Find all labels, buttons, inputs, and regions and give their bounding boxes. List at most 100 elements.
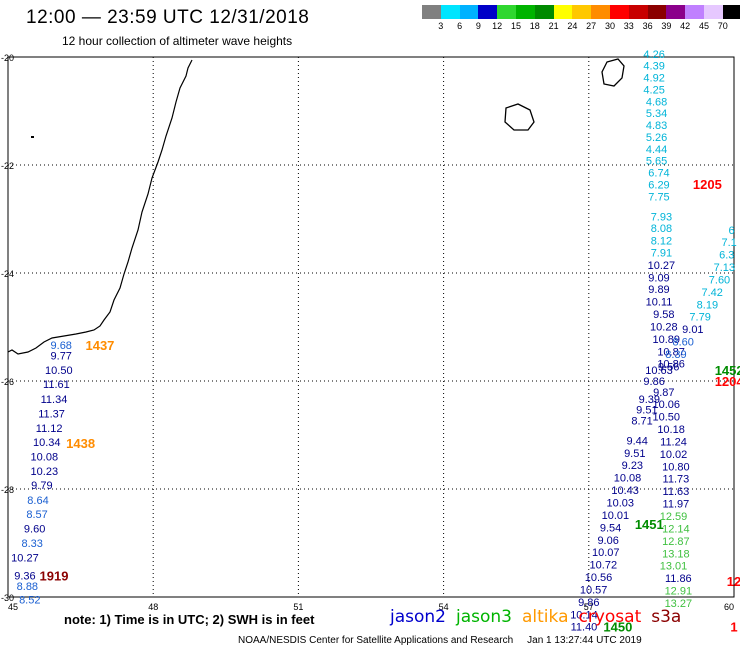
mission-legend: jason2 jason3 altika cryosat s3a — [390, 607, 691, 627]
swh-value-label: 10.27 — [11, 553, 39, 565]
swh-value-label: 10.63 — [645, 365, 673, 377]
color-swatch — [628, 5, 648, 19]
swh-value-label: 8.19 — [697, 299, 718, 311]
swh-value-label: 6.29 — [648, 179, 669, 191]
swh-value-label: 10.50 — [652, 412, 680, 424]
pass-time-labels: 1437 1438 1919 1205 14521204 1451 1450 12 1 — [40, 177, 740, 635]
map-frame — [7, 56, 735, 598]
pass-time-label: 1 — [730, 620, 737, 635]
swh-value-label: 10.86 — [657, 359, 685, 371]
color-swatch — [647, 5, 667, 19]
pass-time-label: 1437 — [85, 338, 114, 353]
swh-value-label: 12.14 — [662, 523, 690, 535]
color-swatch — [515, 5, 535, 19]
color-swatch — [478, 5, 498, 19]
swh-value-label: 9.09 — [648, 272, 669, 284]
swh-value-label: 10.50 — [45, 365, 73, 377]
longitude-tick-label: 60 — [724, 602, 734, 612]
color-swatch — [722, 5, 740, 19]
pass-time-label: 1438 — [66, 436, 95, 451]
swh-value-label: 7.1 — [722, 237, 737, 249]
swh-value-label: 5.34 — [646, 108, 667, 120]
color-scale-tick: 39 — [661, 21, 672, 31]
color-swatch — [422, 5, 441, 19]
color-scale-tick: 12 — [492, 21, 503, 31]
swh-value-label: 11.40 — [571, 622, 598, 634]
swh-value-label: 9.58 — [653, 309, 674, 321]
color-scale-tick: 15 — [510, 21, 522, 31]
color-swatch — [534, 5, 554, 19]
swh-value-label: 11.34 — [41, 394, 68, 406]
color-scale-tick: 36 — [642, 21, 653, 31]
swh-value-label: 8.39 — [665, 349, 686, 361]
longitude-tick-label: 51 — [293, 602, 303, 612]
swh-value-label: 4.44 — [646, 144, 667, 156]
swh-value-label: 6.3 — [719, 250, 734, 262]
swh-value-label: 12.87 — [662, 536, 690, 548]
swh-value-label: 10.08 — [31, 452, 59, 464]
swh-value-label: 10.43 — [611, 485, 639, 497]
color-scale-tick: 3 — [438, 21, 444, 31]
swh-value-label: 7.75 — [648, 191, 669, 203]
swh-value-label: 4.25 — [643, 84, 664, 96]
swh-value-label: 7.13 — [714, 262, 735, 274]
swh-value-label: 11.63 — [663, 486, 690, 498]
swh-value-label: 11.61 — [43, 379, 70, 391]
swh-value-label: 8.52 — [19, 595, 40, 607]
latitude-tick-label: -30 — [1, 593, 14, 603]
swh-value-label: 6.74 — [648, 168, 669, 180]
latitude-tick-label: -20 — [1, 53, 14, 63]
swh-value-label: 5.65 — [646, 156, 667, 168]
swh-value-label: 4.26 — [643, 49, 664, 61]
swh-value-label: 6 — [729, 225, 735, 237]
color-swatch — [609, 5, 629, 19]
map-border — [7, 56, 735, 598]
longitude-tick-label: 48 — [148, 602, 158, 612]
swh-value-label: 8.08 — [651, 223, 672, 235]
swh-value-label: 10.89 — [652, 334, 680, 346]
swh-value-label: 10.02 — [660, 449, 688, 461]
swh-value-label: 4.92 — [643, 73, 664, 85]
swh-value-label: 9.79 — [31, 480, 52, 492]
swh-value-label: 9.23 — [622, 460, 643, 472]
color-swatch — [553, 5, 573, 19]
swh-value-label: 13.27 — [665, 598, 693, 610]
longitude-tick-label: 54 — [439, 602, 449, 612]
swh-value-label: 9.89 — [648, 284, 669, 296]
swh-value-label: 13.01 — [660, 561, 688, 573]
mauritius-island — [601, 58, 625, 87]
swh-value-label: 7.60 — [709, 274, 730, 286]
legend-jason3: jason3 — [456, 607, 512, 627]
swh-value-label: 10.27 — [648, 260, 676, 272]
color-swatch — [497, 5, 516, 19]
color-scale-bar — [422, 5, 740, 19]
swh-value-label: 10.18 — [657, 424, 685, 436]
swh-value-label: 9.54 — [600, 522, 621, 534]
swh-value-label: 9.77 — [51, 351, 72, 363]
axis-tick-labels: 45 48 51 54 57 60 -20 -22 -24 -26 -28 -30 — [1, 53, 734, 612]
color-scale-tick: 30 — [604, 21, 616, 31]
swh-value-label: 10.06 — [652, 399, 680, 411]
color-scale-tick: 9 — [475, 21, 481, 31]
generated-timestamp: Jan 1 13:27:44 UTC 2019 — [527, 635, 642, 646]
color-scale-tick: 24 — [567, 21, 578, 31]
color-swatch — [572, 5, 592, 19]
color-swatch — [459, 5, 479, 19]
swh-value-label: 7.79 — [689, 312, 710, 324]
swh-value-label: 10.23 — [31, 466, 59, 478]
swh-value-label: 10.87 — [657, 346, 685, 358]
swh-value-label: 9.39 — [639, 394, 660, 406]
swh-value-label: 10.08 — [614, 473, 642, 485]
swh-value-label: 7.93 — [651, 211, 672, 223]
page-subtitle: 12 hour collection of altimeter wave hei… — [62, 34, 293, 48]
swh-value-label: 13.18 — [662, 548, 690, 560]
color-scale-tick: 27 — [586, 21, 597, 31]
swh-value-label: 11.86 — [665, 573, 692, 585]
swh-value-label: 7.91 — [651, 247, 672, 259]
swh-value-labels: 9.689.77 10.50 11.61 11.34 11.37 11.12 10.34 10… — [11, 49, 737, 634]
swh-value-label: 8.12 — [651, 236, 672, 248]
swh-value-label: 9.86 — [578, 597, 599, 609]
color-scale-tick: 45 — [698, 21, 710, 31]
swh-value-label: 10.14 — [570, 609, 598, 621]
